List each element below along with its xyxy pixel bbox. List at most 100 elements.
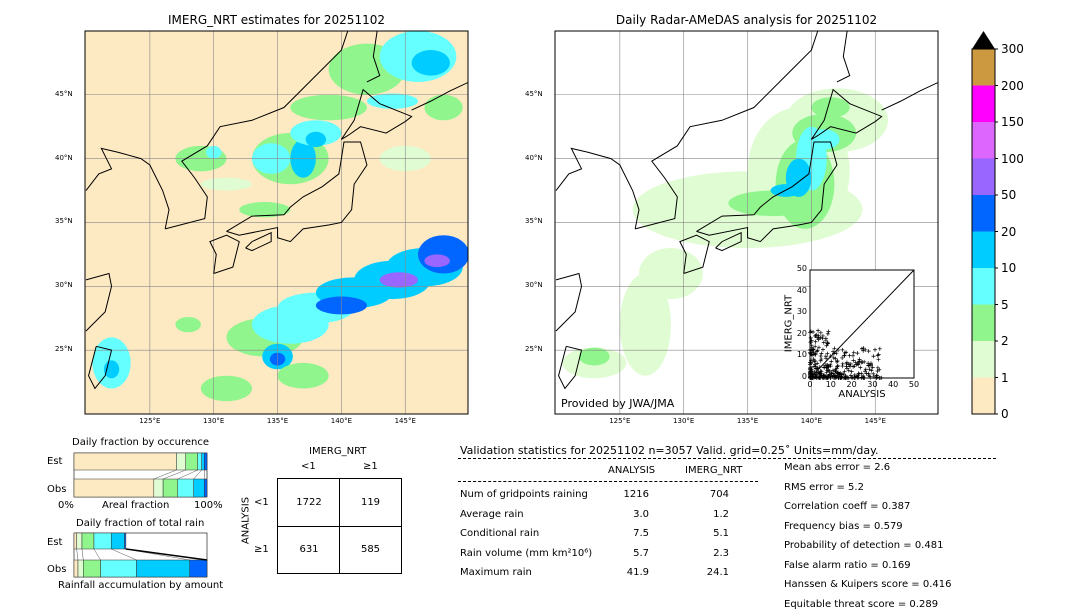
lon-tick-label: 125°E — [139, 417, 161, 425]
scatter-y-tick: 40 — [796, 285, 807, 295]
connector-line — [153, 469, 177, 480]
scatter-x-tick: 20 — [846, 380, 857, 389]
scatter-point — [861, 348, 866, 353]
scatter-point — [846, 368, 851, 373]
scatter-point — [821, 373, 826, 378]
scatter-point — [808, 347, 813, 352]
lat-tick-label: 30°N — [55, 281, 73, 290]
scatter-point — [833, 368, 838, 373]
scatter-point — [811, 329, 816, 334]
scatter-point — [828, 354, 833, 359]
scatter-point — [856, 362, 861, 367]
scatter-point — [808, 335, 813, 340]
lat-tick-label: 45°N — [55, 89, 73, 98]
precip-area — [639, 247, 703, 300]
scatter-point — [859, 371, 864, 376]
scatter-x-tick: 10 — [825, 380, 836, 389]
scatter-point — [809, 358, 814, 363]
scatter-point — [875, 365, 880, 370]
colorbar-label: 20 — [1001, 224, 1017, 239]
scatter-point — [825, 331, 830, 336]
scatter-point — [825, 351, 830, 356]
stats-header: Validation statistics for 20251102 n=305… — [460, 444, 879, 457]
stats-row-label: Average rain — [460, 508, 524, 520]
scatter-inset — [808, 269, 915, 380]
scatter-point — [813, 339, 818, 344]
rain-est-segment — [124, 532, 127, 550]
scatter-point — [817, 365, 822, 370]
precip-area — [305, 131, 327, 148]
scatter-point — [866, 363, 871, 368]
rain-obs-segment — [73, 559, 79, 578]
scatter-point — [809, 343, 814, 348]
rain-obs-segment — [77, 559, 84, 578]
coastline — [836, 31, 851, 83]
connector-line — [125, 548, 208, 561]
scatter-point — [871, 374, 876, 379]
scatter-point — [843, 376, 848, 380]
scatter-point — [812, 359, 817, 364]
stats-row-analysis: 7.5 — [633, 528, 649, 539]
stats-score: Frequency bias = 0.579 — [784, 520, 903, 532]
scatter-point — [847, 353, 852, 358]
scatter-point — [818, 330, 823, 335]
precip-area — [424, 254, 450, 268]
stats-score: Probability of detection = 0.481 — [784, 540, 944, 551]
scatter-point — [851, 353, 856, 358]
precip-area — [411, 50, 450, 76]
colorbar-segment — [972, 231, 995, 268]
scatter-point — [831, 355, 836, 360]
scatter-point — [818, 354, 823, 359]
scatter-x-tick: 0 — [807, 380, 813, 389]
scatter-point — [840, 361, 845, 366]
precip-area — [424, 94, 463, 121]
scatter-point — [809, 348, 814, 353]
connector-line — [111, 548, 137, 561]
scatter-x-tick: 30 — [867, 380, 878, 389]
occ-obs-segment — [153, 478, 164, 498]
colorbar-label: 150 — [1001, 115, 1024, 129]
scatter-point — [844, 350, 849, 355]
colorbar-segment — [972, 85, 995, 122]
scatter-point — [826, 329, 831, 334]
precip-area — [379, 272, 419, 288]
contingency-col-title: IMERG_NRT — [309, 446, 367, 457]
colorbar-label: 2 — [1001, 334, 1009, 348]
scatter-ylabel: IMERG_NRT — [783, 294, 795, 353]
stats-col-analysis: ANALYSIS — [608, 465, 656, 476]
scatter-y-tick: 50 — [796, 264, 807, 273]
scatter-point — [844, 361, 849, 366]
precip-area — [578, 347, 610, 366]
connector-line — [163, 469, 186, 480]
stats-row-label: Maximum rain — [460, 567, 532, 578]
colorbar-segment — [972, 377, 995, 414]
contingency-row-title: ANALYSIS — [240, 496, 252, 545]
precip-area — [366, 93, 419, 109]
scatter-point — [856, 359, 861, 364]
cell-ge-lt: 631 — [299, 544, 319, 555]
stats-row-imerg: 5.1 — [713, 528, 729, 539]
occ-est-segment — [201, 452, 205, 471]
diagonal-line — [809, 269, 915, 379]
scatter-point — [845, 375, 850, 380]
cell-ge-ge: 585 — [360, 544, 381, 555]
scatter-point — [808, 330, 813, 335]
rain-est-segment — [73, 532, 77, 550]
coastline — [245, 231, 272, 252]
lat-tick-label: 40°N — [55, 153, 73, 162]
stats-row-analysis: 3.0 — [633, 508, 649, 520]
row-ge: ≥1 — [254, 544, 269, 555]
scatter-point — [868, 375, 873, 380]
lon-tick-label: 145°E — [864, 417, 886, 425]
coastline — [810, 88, 883, 140]
contingency-table: 1722 119 631 585 — [277, 478, 402, 574]
colorbar-segment — [972, 268, 995, 305]
scatter-point — [852, 372, 857, 377]
map2-title: Daily Radar-AMeDAS analysis for 20251102 — [615, 13, 878, 27]
scatter-point — [840, 347, 845, 352]
connector-line — [81, 548, 84, 561]
lon-tick-label: 135°E — [736, 417, 759, 425]
scatter-point — [836, 376, 841, 380]
coastline — [558, 345, 583, 390]
rain-est-segment — [76, 532, 83, 550]
